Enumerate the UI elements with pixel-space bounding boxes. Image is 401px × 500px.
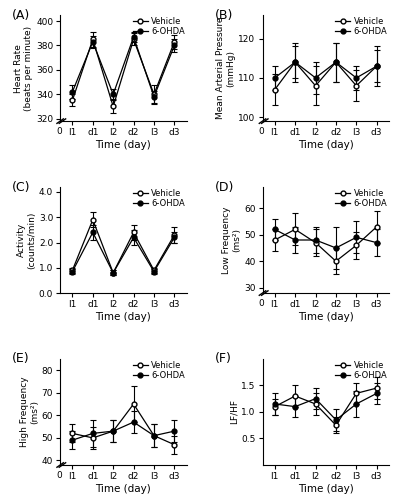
X-axis label: Time (day): Time (day) [95,484,151,494]
Y-axis label: LF/HF: LF/HF [229,400,239,424]
Y-axis label: Activity
(counts/min): Activity (counts/min) [17,212,36,268]
X-axis label: Time (day): Time (day) [298,140,354,150]
Text: 0: 0 [56,471,62,480]
Y-axis label: Heart Rate
(beats per minute): Heart Rate (beats per minute) [14,26,33,110]
Text: (E): (E) [12,352,30,366]
Legend: Vehicle, 6-OHDA: Vehicle, 6-OHDA [335,17,387,36]
Y-axis label: Mean Arterial Pressure
(mmHg): Mean Arterial Pressure (mmHg) [216,17,235,120]
Text: (A): (A) [12,8,30,22]
Legend: Vehicle, 6-OHDA: Vehicle, 6-OHDA [133,361,185,380]
X-axis label: Time (day): Time (day) [298,484,354,494]
Text: (D): (D) [215,180,234,194]
Y-axis label: Low Frequency
(ms²): Low Frequency (ms²) [222,206,241,274]
Text: (B): (B) [215,8,233,22]
X-axis label: Time (day): Time (day) [95,140,151,150]
X-axis label: Time (day): Time (day) [298,312,354,322]
Text: (F): (F) [215,352,231,366]
Text: 0: 0 [258,127,264,136]
Legend: Vehicle, 6-OHDA: Vehicle, 6-OHDA [133,189,185,208]
Text: (C): (C) [12,180,30,194]
Text: 0: 0 [56,127,62,136]
X-axis label: Time (day): Time (day) [95,312,151,322]
Text: 0: 0 [258,299,264,308]
Y-axis label: High Frequency
(ms²): High Frequency (ms²) [20,376,39,447]
Legend: Vehicle, 6-OHDA: Vehicle, 6-OHDA [133,17,185,36]
Legend: Vehicle, 6-OHDA: Vehicle, 6-OHDA [335,189,387,208]
Legend: Vehicle, 6-OHDA: Vehicle, 6-OHDA [335,361,387,380]
